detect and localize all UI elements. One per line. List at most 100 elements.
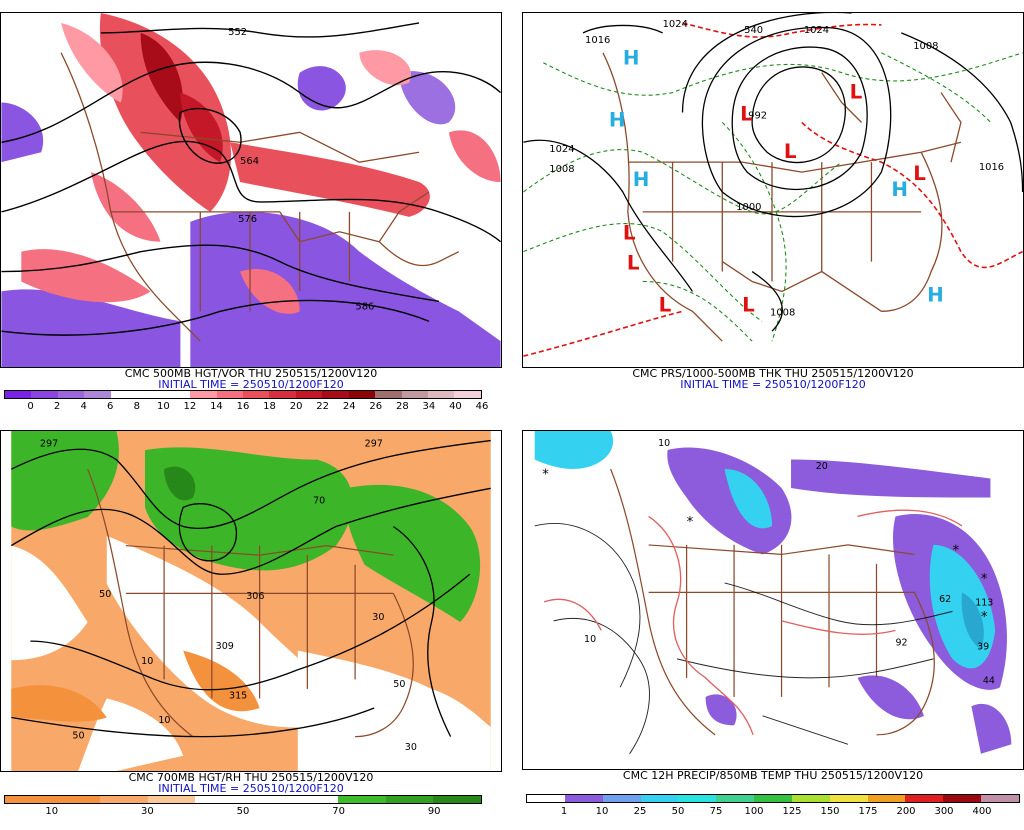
colorbar-humidity: [4, 795, 482, 804]
colorbar-swatch: [454, 391, 481, 398]
precip-label: 113: [975, 598, 993, 609]
colorbar-tick-label: 75: [709, 806, 723, 817]
rh-label: 10: [141, 656, 153, 667]
freezing-contours: [543, 509, 963, 736]
colorbar-tick-label: 125: [782, 806, 802, 817]
isobar-label-1016-left: 1016: [585, 35, 610, 46]
colorbar-tick-label: 14: [210, 401, 223, 412]
colorbar-swatch: [754, 795, 792, 802]
colorbar-swatch: [905, 795, 944, 802]
initial-time-label: INITIAL TIME = 250510/1200F120: [158, 782, 344, 795]
humidity-fill: [11, 431, 491, 771]
colorbar-swatch: [791, 795, 830, 802]
colorbar-swatch: [84, 391, 111, 398]
colorbar-tick-label: 10: [595, 806, 609, 817]
precip-label: 62: [939, 594, 951, 605]
high-pressure-center: H: [891, 178, 908, 201]
colorbar-swatch: [527, 795, 565, 802]
precip-label: 92: [895, 638, 907, 649]
colorbar-swatch: [375, 391, 402, 398]
colorbar-swatch: [242, 391, 270, 398]
colorbar-tick-label: 90: [427, 806, 441, 817]
colorbar-swatch: [829, 795, 868, 802]
high-pressure-center: H: [609, 108, 626, 131]
colorbar-swatch: [678, 795, 717, 802]
contour-label-309: 309: [216, 641, 234, 652]
colorbar-tick-label: 22: [316, 401, 330, 412]
colorbar-swatch: [295, 391, 323, 398]
low-pressure-center: L: [623, 222, 636, 245]
colorbar-swatch: [602, 795, 641, 802]
colorbar-swatch: [147, 796, 196, 803]
colorbar-swatch: [428, 391, 455, 398]
colorbar-swatch: [31, 391, 58, 398]
colorbar-swatch: [433, 796, 481, 803]
map-pressure-thickness: 1024 1016 540 1024 1008 1024 1008 992 10…: [522, 12, 1024, 368]
low-pressure-center: L: [913, 162, 926, 185]
isobar-label-1008-ne: 1008: [913, 41, 938, 52]
initial-time-label: INITIAL TIME = 250510/1200F120: [158, 378, 344, 391]
colorbar-swatch: [57, 391, 85, 398]
colorbar-tick-label: 24: [342, 401, 356, 412]
colorbar-tick-label: 400: [972, 806, 992, 817]
temp-label: 20: [816, 461, 828, 472]
colorbar-swatch: [348, 391, 376, 398]
map-boundaries: [610, 468, 935, 736]
snow-icon: * * * * *: [542, 467, 988, 624]
colorbar-tick-label: 6: [107, 401, 114, 412]
precip-label: 39: [977, 641, 989, 652]
colorbar-swatch: [5, 796, 53, 803]
colorbar-swatch: [640, 795, 679, 802]
colorbar-tick-label: 30: [141, 806, 154, 817]
isobar-label-1024-top: 1024: [663, 19, 688, 30]
colorbar-swatch: [110, 391, 138, 398]
low-pressure-center: L: [627, 252, 640, 275]
rh-label: 30: [405, 742, 417, 753]
low-pressure-center: L: [740, 102, 753, 125]
colorbar-tick-label: 8: [133, 401, 140, 412]
thickness-label-540: 540: [744, 25, 763, 36]
low-pressure-center: L: [850, 81, 863, 104]
high-pressure-center: H: [623, 47, 640, 70]
contour-label-315: 315: [229, 690, 247, 701]
panel-500mb-vorticity: 552 564 576 586 CMC 500MB HGT/VOR THU 25…: [0, 12, 502, 412]
rh-label: 50: [393, 679, 405, 690]
low-pressure-center: L: [784, 140, 797, 163]
isobar-label-992: 992: [748, 110, 767, 121]
map-boundaries: [602, 52, 962, 342]
high-pressure-center: H: [633, 168, 650, 191]
low-pressure-center: L: [659, 293, 672, 316]
colorbar-swatch: [322, 391, 349, 398]
colorbar-tick-label: 70: [332, 806, 345, 817]
colorbar-swatch: [52, 796, 101, 803]
colorbar-swatch: [5, 391, 32, 398]
colorbar-tick-label: 26: [369, 401, 383, 412]
panel-precip-850mb-temp: 10 10 20 62 92 113 39 44 * * * * * CMC 12H P…: [522, 430, 1024, 830]
colorbar-tick-label: 10: [45, 806, 59, 817]
high-pressure-center: H: [927, 283, 944, 306]
svg-text:*: *: [981, 572, 988, 587]
thickness-contours: [523, 52, 1023, 342]
vorticity-fill: [1, 13, 501, 367]
rh-label: 30: [372, 612, 384, 623]
isobars: [523, 13, 1023, 332]
panel-title: CMC 12H PRECIP/850MB TEMP THU 250515/120…: [622, 769, 924, 782]
colorbar-swatch: [163, 391, 191, 398]
colorbar-tick-label: 46: [475, 401, 489, 412]
contour-label-297-east: 297: [365, 438, 383, 449]
colorbar-tick-label: 16: [236, 401, 250, 412]
rh-label: 10: [158, 715, 170, 726]
panel-title: CMC PRS/1000-500MB THK THU 250515/1200V1…: [632, 367, 914, 380]
isobar-label-1024-right: 1024: [804, 25, 829, 36]
isobar-label-1008-west: 1008: [549, 164, 574, 175]
colorbar-tick-label: 4: [80, 401, 87, 412]
panel-title: CMC 700MB HGT/RH THU 250515/1200V120: [128, 771, 374, 784]
colorbar-tick-label: 300: [934, 806, 954, 817]
panel-pressure-thickness: 1024 1016 540 1024 1008 1024 1008 992 10…: [522, 12, 1024, 412]
contour-label-576: 576: [238, 214, 257, 225]
colorbar-swatch: [564, 795, 603, 802]
colorbar-tick-label: 18: [263, 401, 276, 412]
panel-title: CMC 500MB HGT/VOR THU 250515/1200V120: [124, 367, 378, 380]
panel-700mb-humidity: 297 297 306 309 315 50 10 50 30 70 10 50…: [0, 430, 502, 830]
initial-time-label: INITIAL TIME = 250510/1200F120: [680, 378, 866, 391]
